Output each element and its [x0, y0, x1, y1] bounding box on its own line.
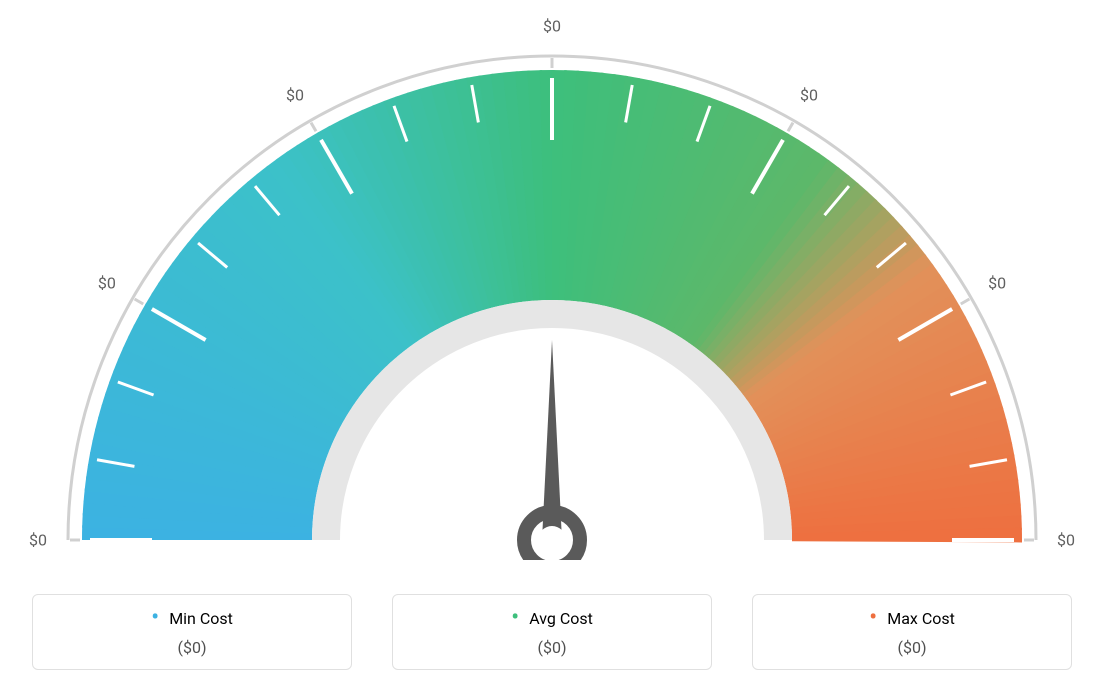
legend-min-label: Min Cost	[169, 609, 233, 628]
legend-row: • Min Cost ($0) • Avg Cost ($0) • Max Co…	[0, 594, 1104, 670]
legend-max-title: • Max Cost	[761, 609, 1063, 628]
legend-dot-avg: •	[511, 611, 519, 623]
gauge-scale-label: $0	[543, 17, 561, 36]
legend-avg-label: Avg Cost	[529, 609, 593, 628]
gauge-svg	[22, 20, 1082, 560]
gauge-scale-label: $0	[988, 274, 1006, 293]
gauge-scale-label: $0	[98, 274, 116, 293]
legend-min-value: ($0)	[41, 638, 343, 657]
gauge: $0 $0 $0 $0 $0 $0 $0	[22, 20, 1082, 560]
gauge-scale-label: $0	[286, 85, 304, 104]
legend-max-cost: • Max Cost ($0)	[752, 594, 1072, 670]
legend-dot-min: •	[151, 611, 159, 623]
legend-avg-value: ($0)	[401, 638, 703, 657]
legend-max-label: Max Cost	[887, 609, 955, 628]
gauge-scale-label: $0	[29, 531, 47, 550]
cost-gauge-container: $0 $0 $0 $0 $0 $0 $0 • Min Cost ($0) • Avg Cos…	[0, 0, 1104, 690]
legend-avg-title: • Avg Cost	[401, 609, 703, 628]
gauge-scale-label: $0	[800, 85, 818, 104]
legend-min-title: • Min Cost	[41, 609, 343, 628]
gauge-scale-label: $0	[1057, 531, 1075, 550]
legend-dot-max: •	[869, 611, 877, 623]
legend-max-value: ($0)	[761, 638, 1063, 657]
legend-avg-cost: • Avg Cost ($0)	[392, 594, 712, 670]
legend-min-cost: • Min Cost ($0)	[32, 594, 352, 670]
